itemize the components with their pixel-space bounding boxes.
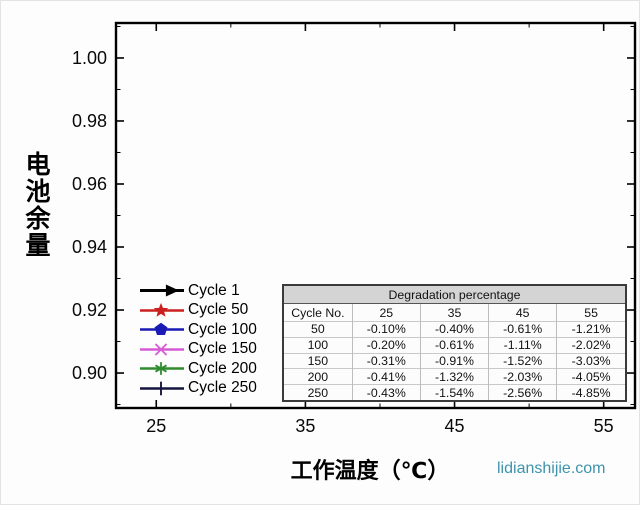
table-col-header: 55: [556, 303, 625, 322]
table-cell: -1.54%: [419, 384, 489, 400]
table-col-header: 25: [351, 303, 421, 322]
svg-text:55: 55: [594, 416, 614, 436]
table-cell: 100: [284, 336, 353, 354]
legend-item-cycle-200: Cycle 200: [139, 359, 257, 379]
legend-marker-icon: [140, 343, 184, 356]
svg-text:45: 45: [445, 416, 465, 436]
table-cell: -0.61%: [488, 321, 557, 338]
table-col-header: 45: [488, 303, 557, 322]
legend-marker-icon: [140, 362, 184, 376]
svg-text:25: 25: [146, 416, 166, 436]
table-cell: 150: [284, 352, 353, 369]
svg-text:1.00: 1.00: [72, 48, 107, 68]
table-cell: -0.20%: [351, 336, 421, 354]
y-axis-title: 电池余量: [22, 151, 50, 259]
table-row: 200 -0.41% -1.32% -2.03% -4.05%: [284, 368, 625, 385]
svg-text:0.90: 0.90: [72, 363, 107, 383]
series-marker-triangle-right: [165, 284, 180, 297]
svg-text:0.92: 0.92: [72, 300, 107, 320]
table-cell: -0.61%: [419, 336, 489, 354]
table-row: 150 -0.31% -0.91% -1.52% -3.03%: [284, 352, 625, 369]
chart-legend: Cycle 1 Cycle 50 Cycle 100 Cycle 150 Cycle 2…: [139, 281, 257, 398]
legend-marker-icon: [140, 302, 184, 317]
table-row: 100 -0.20% -0.61% -1.11% -2.02%: [284, 336, 625, 354]
legend-item-cycle-1: Cycle 1: [139, 281, 257, 301]
table-cell: -0.91%: [419, 352, 489, 369]
series-marker-asterisk: [155, 362, 167, 376]
table-cell: -3.03%: [556, 352, 625, 369]
table-cell: -1.21%: [556, 321, 625, 338]
table-col-header: Cycle No.: [284, 303, 353, 322]
table-cell: -0.43%: [351, 384, 421, 400]
legend-label: Cycle 200: [188, 359, 257, 377]
table-header-row: Cycle No. 25 35 45 55: [284, 303, 625, 322]
legend-label: Cycle 250: [188, 379, 257, 397]
legend-marker-icon: [140, 284, 184, 297]
table-cell: -2.56%: [488, 384, 557, 400]
legend-item-cycle-100: Cycle 100: [139, 320, 257, 340]
legend-label: Cycle 50: [188, 301, 249, 319]
table-row: 250 -0.43% -1.54% -2.56% -4.85%: [284, 384, 625, 400]
legend-label: Cycle 150: [188, 340, 257, 358]
table-cell: 200: [284, 368, 353, 385]
legend-label: Cycle 1: [188, 281, 240, 299]
degradation-table-container: Degradation percentage Cycle No. 25 35 45 55…: [282, 284, 627, 402]
svg-text:0.94: 0.94: [72, 237, 107, 257]
table-cell: -4.05%: [556, 368, 625, 385]
table-cell: -0.31%: [351, 352, 421, 369]
watermark: lidianshijie.com: [497, 460, 606, 477]
series-marker-pentagon: [154, 322, 168, 336]
table-cell: -1.11%: [488, 336, 557, 354]
svg-text:0.98: 0.98: [72, 111, 107, 131]
svg-text:0.96: 0.96: [72, 174, 107, 194]
table-cell: -1.32%: [419, 368, 489, 385]
legend-label: Cycle 100: [188, 320, 257, 338]
series-marker-star: [153, 302, 169, 317]
degradation-table: Degradation percentage Cycle No. 25 35 45 55…: [284, 286, 625, 400]
table-title: Degradation percentage: [284, 286, 625, 304]
series-marker-plus: [156, 381, 166, 396]
series-marker-x: [154, 343, 168, 356]
table-cell: -0.40%: [419, 321, 489, 338]
legend-item-cycle-250: Cycle 250: [139, 379, 257, 399]
svg-text:35: 35: [295, 416, 315, 436]
table-cell: -2.02%: [556, 336, 625, 354]
x-axis-title: 工作温度（℃）: [290, 458, 450, 483]
table-cell: -0.10%: [351, 321, 421, 338]
table-cell: 50: [284, 321, 353, 338]
legend-marker-icon: [140, 322, 184, 336]
legend-item-cycle-50: Cycle 50: [139, 301, 257, 321]
table-cell: -1.52%: [488, 352, 557, 369]
table-cell: -4.85%: [556, 384, 625, 400]
table-cell: -0.41%: [351, 368, 421, 385]
legend-item-cycle-150: Cycle 150: [139, 340, 257, 360]
table-title-row: Degradation percentage: [284, 286, 625, 304]
legend-marker-icon: [140, 381, 184, 396]
table-cell: -2.03%: [488, 368, 557, 385]
table-col-header: 35: [419, 303, 489, 322]
table-cell: 250: [284, 384, 353, 400]
table-row: 50 -0.10% -0.40% -0.61% -1.21%: [284, 321, 625, 338]
